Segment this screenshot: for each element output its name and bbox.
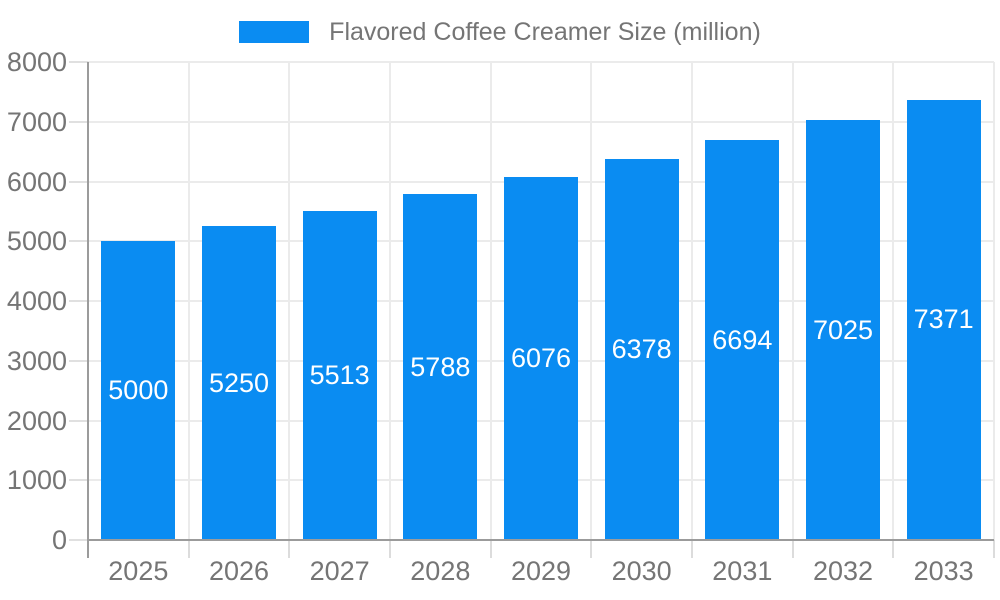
bar-2032[interactable]: 7025 [806, 120, 880, 540]
legend-label: Flavored Coffee Creamer Size (million) [329, 17, 761, 46]
bar-2029[interactable]: 6076 [504, 176, 578, 540]
y-tick-label: 0 [51, 525, 67, 555]
v-gridline [187, 62, 190, 540]
bar-2030[interactable]: 6378 [604, 158, 679, 540]
y-axis-tick [69, 240, 88, 243]
y-tick-label: 7000 [6, 106, 67, 137]
bar-2027[interactable]: 5513 [302, 210, 377, 540]
y-axis-tick [69, 419, 88, 422]
y-axis-tick [69, 539, 88, 541]
y-tick-label: 6000 [6, 166, 67, 197]
bar-value-label: 7025 [812, 314, 874, 345]
x-tick-label: 2032 [812, 556, 874, 586]
x-tick-label: 2025 [108, 556, 169, 586]
x-tick-label: 2030 [611, 556, 672, 586]
bar-value-label: 5788 [410, 351, 471, 382]
y-tick-label: 3000 [6, 345, 67, 376]
legend[interactable]: Flavored Coffee Creamer Size (million) [0, 18, 1000, 46]
bar-2033[interactable]: 7371 [906, 99, 981, 540]
bar-value-label: 6694 [712, 324, 773, 355]
y-axis-line [87, 62, 89, 558]
x-tick-label: 2026 [208, 556, 270, 586]
bar-value-label: 5250 [208, 367, 270, 398]
v-gridline [691, 62, 693, 540]
y-axis-tick [69, 359, 88, 362]
y-axis-tick [69, 180, 88, 183]
bar-value-label: 7371 [913, 304, 974, 335]
v-gridline [993, 62, 995, 540]
v-gridline [389, 62, 391, 540]
y-tick-label: 1000 [6, 465, 67, 496]
v-gridline [791, 62, 794, 540]
legend-swatch-icon [239, 21, 310, 43]
y-tick-label: 5000 [6, 226, 67, 257]
bar-value-label: 6378 [611, 333, 672, 364]
bar-2031[interactable]: 6694 [705, 140, 780, 540]
y-axis-tick [69, 61, 88, 63]
x-tick-label: 2028 [410, 556, 471, 586]
bar-2026[interactable]: 5250 [202, 226, 276, 540]
y-tick-label: 2000 [6, 405, 67, 436]
y-tick-label: 4000 [6, 286, 67, 316]
y-axis-tick [69, 120, 88, 123]
v-gridline [892, 62, 895, 540]
y-axis-tick [69, 300, 88, 302]
x-tick-label: 2033 [913, 556, 974, 586]
x-tick-label: 2029 [510, 556, 572, 586]
v-gridline [489, 62, 492, 540]
x-tick-label: 2027 [309, 556, 370, 586]
v-gridline [288, 62, 291, 540]
bar-2025[interactable]: 5000 [101, 241, 176, 540]
bar-2028[interactable]: 5788 [403, 194, 478, 540]
bar-value-label: 5513 [309, 359, 370, 390]
h-gridline [88, 61, 994, 63]
y-axis-tick [69, 479, 88, 482]
v-gridline [590, 62, 593, 540]
y-tick-label: 8000 [6, 47, 67, 77]
bar-value-label: 6076 [510, 342, 572, 373]
plot-area: 5000 5250 5513 5788 6076 6378 6694 7025 7371 [69, 61, 995, 558]
x-tick-label: 2031 [712, 556, 773, 586]
bar-value-label: 5000 [108, 375, 169, 406]
